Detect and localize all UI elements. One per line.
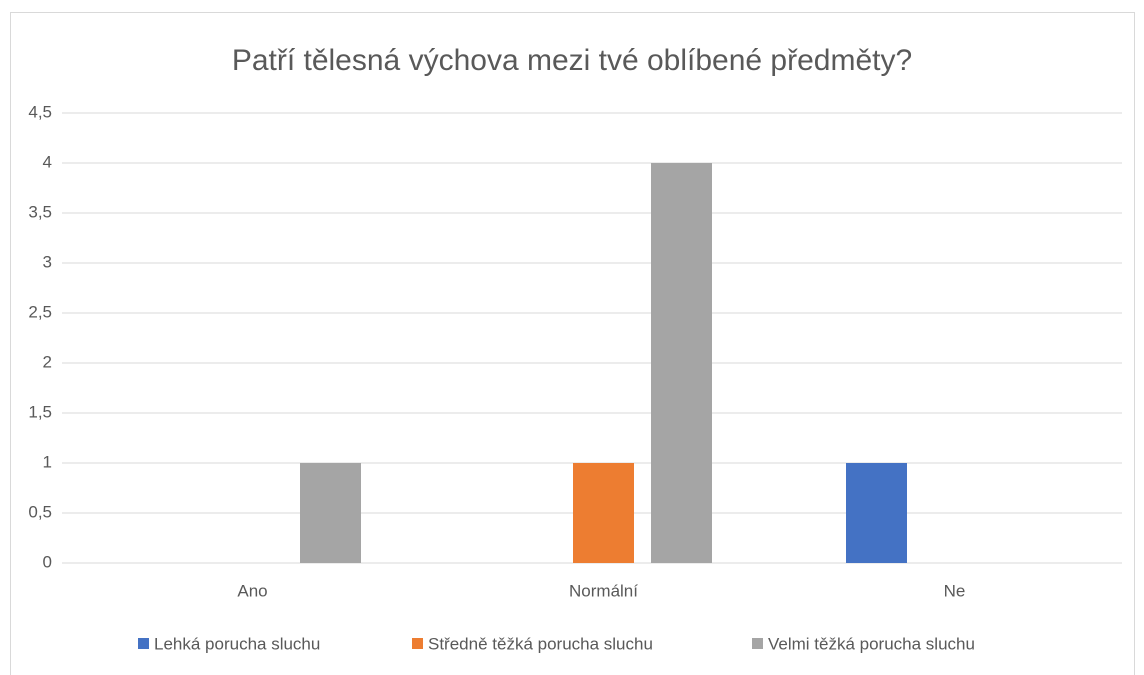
bar [573, 463, 634, 563]
y-tick-label: 2,5 [28, 302, 52, 321]
y-tick-label: 3,5 [28, 202, 52, 221]
legend-swatch [412, 638, 423, 649]
y-tick-label: 1,5 [28, 402, 52, 421]
x-tick-label: Ne [944, 581, 966, 600]
y-tick-label: 1 [43, 452, 52, 471]
legend-label: Lehká porucha sluchu [154, 634, 320, 653]
y-tick-label: 4,5 [28, 102, 52, 121]
legend-label: Velmi těžká porucha sluchu [768, 634, 975, 653]
x-tick-label: Normální [569, 581, 638, 600]
y-tick-label: 0 [43, 552, 52, 571]
legend-swatch [138, 638, 149, 649]
chart-title: Patří tělesná výchova mezi tvé oblíbené … [232, 44, 912, 77]
chart-frame [10, 12, 1135, 675]
y-tick-label: 0,5 [28, 502, 52, 521]
legend-label: Středně těžká porucha sluchu [428, 634, 653, 653]
x-tick-label: Ano [237, 581, 267, 600]
legend-swatch [752, 638, 763, 649]
bar [846, 463, 907, 563]
y-tick-label: 4 [43, 152, 52, 171]
bar [300, 463, 361, 563]
bar [651, 163, 712, 563]
y-tick-label: 3 [43, 252, 52, 271]
y-tick-label: 2 [43, 352, 52, 371]
